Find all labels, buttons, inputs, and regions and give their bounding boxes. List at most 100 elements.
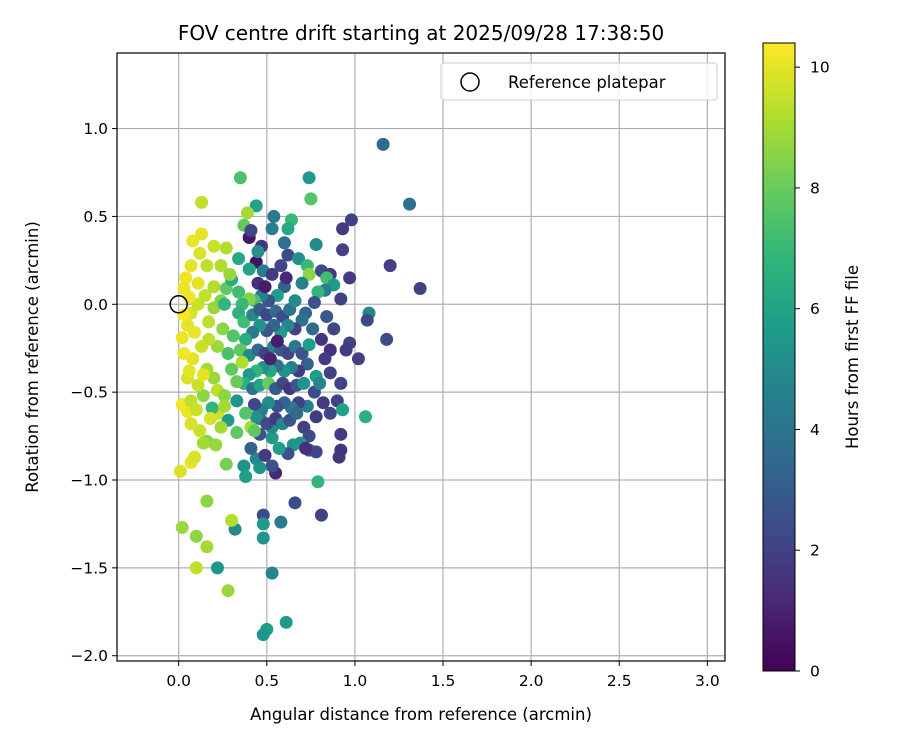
x-tick-label: 0.0: [166, 672, 191, 690]
colorbar: 0 2 4 6 8 10 Hours from first FF file: [762, 42, 862, 681]
data-point: [175, 520, 189, 534]
data-point: [274, 259, 288, 273]
data-point: [251, 245, 265, 259]
data-point: [189, 403, 203, 417]
data-point: [358, 410, 372, 424]
data-point: [272, 441, 286, 455]
data-point: [299, 441, 313, 455]
data-point: [244, 441, 258, 455]
y-tick-label: −2.0: [70, 647, 108, 665]
colorbar-tick-label: 0: [810, 663, 820, 681]
data-point: [360, 313, 374, 327]
data-point: [314, 332, 328, 346]
data-point: [302, 267, 316, 281]
data-point: [403, 197, 417, 211]
data-point: [323, 366, 337, 380]
data-point: [320, 310, 334, 324]
data-point: [242, 262, 256, 276]
data-point: [179, 271, 193, 285]
data-point: [309, 410, 323, 424]
data-point: [189, 529, 203, 543]
data-point: [225, 362, 239, 376]
data-point: [196, 368, 210, 382]
data-point: [177, 308, 191, 322]
data-point: [265, 267, 279, 281]
data-point: [297, 376, 311, 390]
data-point: [200, 494, 214, 508]
data-point: [292, 252, 306, 266]
colorbar-label: Hours from first FF file: [843, 265, 862, 449]
x-tick-label: 0.5: [254, 672, 279, 690]
data-point: [279, 615, 293, 629]
data-point: [288, 294, 302, 308]
data-point: [380, 332, 394, 346]
data-point: [343, 271, 357, 285]
data-point: [207, 239, 221, 253]
data-point: [219, 241, 233, 255]
data-point: [175, 331, 189, 345]
legend-reference-marker: [460, 72, 480, 92]
data-point: [383, 259, 397, 273]
colorbar-gradient: [762, 42, 796, 672]
y-tick-label: 0.0: [83, 296, 108, 314]
data-point: [240, 206, 254, 220]
data-point: [302, 338, 316, 352]
data-point: [173, 464, 187, 478]
data-point: [247, 397, 261, 411]
data-point: [309, 238, 323, 252]
data-point: [323, 406, 337, 420]
data-point: [327, 322, 341, 336]
data-point: [188, 325, 202, 339]
data-point: [232, 252, 246, 266]
data-point: [193, 424, 207, 438]
data-point: [237, 315, 251, 329]
data-point: [184, 417, 198, 431]
data-point: [235, 355, 249, 369]
data-point: [237, 459, 251, 473]
data-point: [191, 297, 205, 311]
plot-area: 0.0 0.5 1.0 1.5 2.0 2.5 3.0 −2.0 −1.5 −1.0 −0.5 0.…: [70, 52, 726, 690]
data-point: [207, 371, 221, 385]
data-point: [313, 376, 327, 390]
y-tick-label: −1.0: [70, 472, 108, 490]
data-point: [256, 517, 270, 531]
data-point: [300, 357, 314, 371]
data-point: [232, 285, 246, 299]
legend-box: [440, 62, 718, 101]
data-point: [219, 457, 233, 471]
data-point: [186, 234, 200, 248]
data-point: [177, 346, 191, 360]
data-point: [334, 427, 348, 441]
data-point: [249, 410, 263, 424]
chart-title: FOV centre drift starting at 2025/09/28 …: [178, 21, 664, 45]
data-point: [332, 450, 346, 464]
data-point: [203, 412, 217, 426]
plot-frame: [116, 52, 726, 662]
y-tick-label: −0.5: [70, 384, 108, 402]
data-point: [295, 276, 309, 290]
data-point: [184, 259, 198, 273]
data-point: [195, 227, 209, 241]
data-point: [188, 450, 202, 464]
data-point: [200, 540, 214, 554]
data-point: [277, 236, 291, 250]
data-point: [249, 199, 263, 213]
data-point: [290, 406, 304, 420]
scatter-points: [173, 137, 427, 642]
data-point: [200, 259, 214, 273]
data-point: [311, 475, 325, 489]
legend: Reference platepar: [440, 62, 718, 101]
data-point: [302, 429, 316, 443]
data-point: [239, 332, 253, 346]
x-tick-label: 1.5: [431, 672, 456, 690]
data-point: [196, 389, 210, 403]
data-point: [182, 290, 196, 304]
x-tick-label: 2.5: [607, 672, 632, 690]
data-point: [207, 280, 221, 294]
data-point: [314, 508, 328, 522]
data-point: [191, 378, 205, 392]
data-point: [309, 445, 323, 459]
data-point: [265, 459, 279, 473]
data-point: [258, 280, 272, 294]
